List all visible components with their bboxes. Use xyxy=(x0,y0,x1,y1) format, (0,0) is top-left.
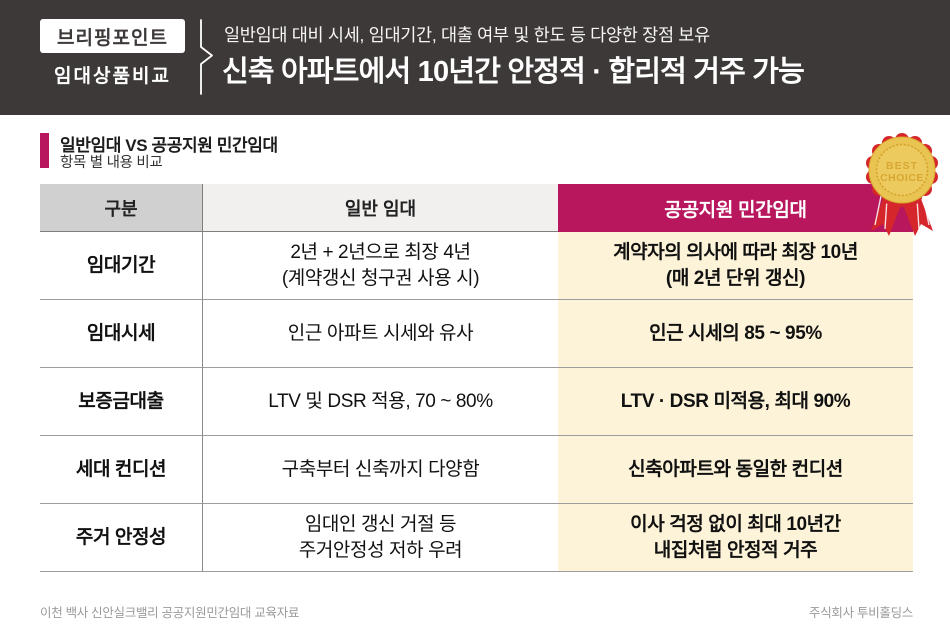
public-cell-rental-period: 계약자의 의사에 따라 최장 10년 (매 2년 단위 갱신) xyxy=(558,232,913,300)
row-label-housing-stability: 주거 안정성 xyxy=(40,504,203,572)
row-label-deposit-loan: 보증금대출 xyxy=(40,368,203,436)
footer-company-text: 주식회사 투비홀딩스 xyxy=(809,606,913,620)
chevron-divider-icon xyxy=(200,19,213,95)
row-label-rental-price: 임대시세 xyxy=(40,300,203,368)
section-title: 일반임대 VS 공공지원 민간임대 xyxy=(60,136,278,155)
header-band: 브리핑포인트 임대상품비교 일반임대 대비 시세, 임대기간, 대출 여부 및 … xyxy=(0,0,950,115)
section-subtitle: 항목 별 내용 비교 xyxy=(60,155,163,171)
row-label-rental-period: 임대기간 xyxy=(40,232,203,300)
column-header-general-rental: 일반 임대 xyxy=(203,184,558,232)
briefing-point-badge: 브리핑포인트 xyxy=(40,19,185,53)
row-label-unit-condition: 세대 컨디션 xyxy=(40,436,203,504)
footer-source-text: 이천 백사 신안실크밸리 공공지원민간임대 교육자료 xyxy=(40,606,300,620)
rental-comparison-label: 임대상품비교 xyxy=(54,66,171,87)
comparison-table: 구분 일반 임대 공공지원 민간임대 임대기간 2년 + 2년으로 최장 4년 … xyxy=(40,184,913,572)
public-cell-housing-stability: 이사 걱정 없이 최대 10년간 내집처럼 안정적 거주 xyxy=(558,504,913,572)
general-cell-housing-stability: 임대인 갱신 거절 등 주거안정성 저하 우려 xyxy=(203,504,558,572)
best-choice-text-line2: CHOICE xyxy=(880,172,924,184)
general-cell-rental-price: 인근 아파트 시세와 유사 xyxy=(203,300,558,368)
best-choice-text-line1: BEST xyxy=(886,160,918,172)
section-accent-bar xyxy=(40,133,49,168)
column-header-category: 구분 xyxy=(40,184,203,232)
briefing-point-label: 브리핑포인트 xyxy=(57,27,168,49)
general-cell-unit-condition: 구축부터 신축까지 다양함 xyxy=(203,436,558,504)
best-choice-ribbon-icon: BEST CHOICE xyxy=(866,133,938,236)
header-title: 신축 아파트에서 10년간 안정적 · 합리적 거주 가능 xyxy=(222,56,805,88)
general-cell-rental-period: 2년 + 2년으로 최장 4년 (계약갱신 청구권 사용 시) xyxy=(203,232,558,300)
column-header-public-rental: 공공지원 민간임대 xyxy=(558,184,913,232)
public-cell-rental-price: 인근 시세의 85 ~ 95% xyxy=(558,300,913,368)
general-cell-deposit-loan: LTV 및 DSR 적용, 70 ~ 80% xyxy=(203,368,558,436)
public-cell-unit-condition: 신축아파트와 동일한 컨디션 xyxy=(558,436,913,504)
public-cell-deposit-loan: LTV · DSR 미적용, 최대 90% xyxy=(558,368,913,436)
header-subtitle: 일반임대 대비 시세, 임대기간, 대출 여부 및 한도 등 다양한 장점 보유 xyxy=(224,25,710,45)
